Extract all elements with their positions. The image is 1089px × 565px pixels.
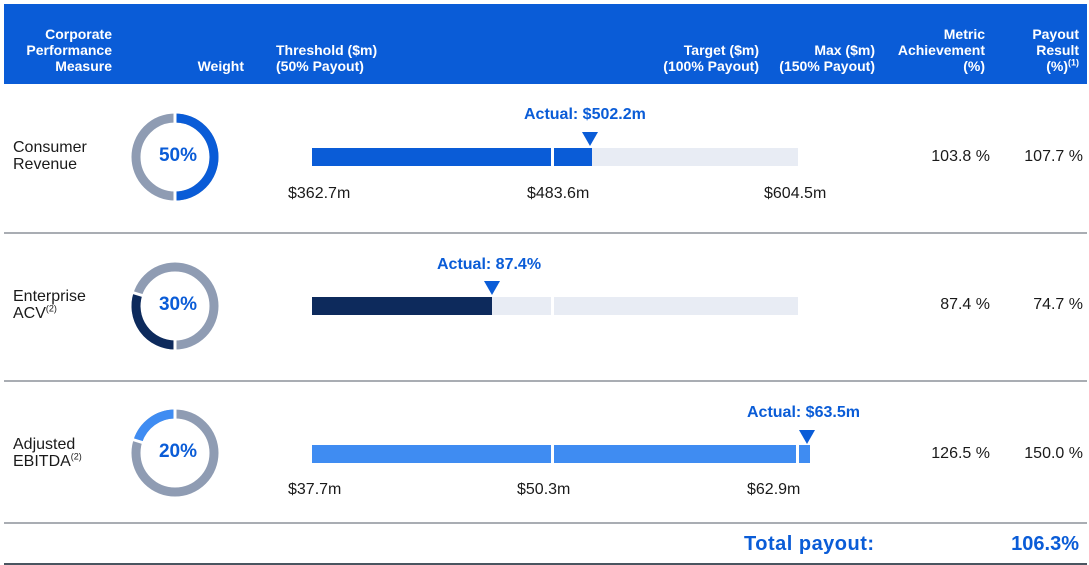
header-payout: Payout Result (%)(1) xyxy=(1032,26,1079,74)
achievement-consumer-revenue: 103.8 % xyxy=(931,148,990,165)
tick-max-consumer-revenue: $604.5m xyxy=(764,185,827,202)
max-divider xyxy=(796,445,799,463)
achievement-enterprise-acv: 87.4 % xyxy=(940,296,990,313)
payout-enterprise-acv: 74.7 % xyxy=(1033,296,1083,313)
actual-marker-consumer-revenue xyxy=(582,132,598,146)
weight-donut-adjusted-ebitda xyxy=(130,408,219,497)
table-header: Corporate Performance Measure Weight Thres… xyxy=(4,4,1087,84)
tick-max-adjusted-ebitda: $62.9m xyxy=(747,481,801,498)
bar-fill-actual xyxy=(312,148,592,166)
performance-bar-consumer-revenue xyxy=(312,148,798,166)
achievement-adjusted-ebitda: 126.5 % xyxy=(931,445,990,462)
bar-fill-actual xyxy=(312,445,810,463)
header-threshold: Threshold ($m) (50% Payout) xyxy=(276,42,378,74)
header-max: Max ($m) (150% Payout) xyxy=(779,42,875,74)
target-divider xyxy=(551,148,554,166)
actual-marker-adjusted-ebitda xyxy=(799,430,815,444)
tick-threshold-adjusted-ebitda: $37.7m xyxy=(288,481,342,498)
weight-label-adjusted-ebitda: 20% xyxy=(158,441,198,462)
measure-consumer-revenue: Consumer Revenue xyxy=(13,139,87,173)
bar-fill-actual xyxy=(312,297,492,315)
header-target: Target ($m) (100% Payout) xyxy=(663,42,759,74)
bottom-rule xyxy=(4,563,1087,565)
actual-label-adjusted-ebitda: Actual: $63.5m xyxy=(747,404,860,421)
total-payout-label: Total payout: xyxy=(744,533,875,555)
payout-adjusted-ebitda: 150.0 % xyxy=(1024,445,1083,462)
weight-label-consumer-revenue: 50% xyxy=(158,145,198,166)
header-weight: Weight xyxy=(197,58,244,74)
weight-donut-enterprise-acv xyxy=(130,262,219,351)
measure-adjusted-ebitda: Adjusted EBITDA(2) xyxy=(13,436,82,470)
row-divider xyxy=(4,380,1087,382)
header-measure: Corporate Performance Measure xyxy=(26,26,112,74)
weight-label-enterprise-acv: 30% xyxy=(158,294,198,315)
row-divider xyxy=(4,232,1087,234)
tick-threshold-consumer-revenue: $362.7m xyxy=(288,185,351,202)
target-divider xyxy=(551,297,554,315)
measure-enterprise-acv: Enterprise ACV(2) xyxy=(13,288,86,322)
actual-label-enterprise-acv: Actual: 87.4% xyxy=(437,256,542,273)
row-divider xyxy=(4,522,1087,524)
performance-bar-adjusted-ebitda xyxy=(312,445,810,463)
tick-target-consumer-revenue: $483.6m xyxy=(527,185,590,202)
actual-label-consumer-revenue: Actual: $502.2m xyxy=(524,106,646,123)
target-divider xyxy=(551,445,554,463)
payout-consumer-revenue: 107.7 % xyxy=(1024,148,1083,165)
tick-target-adjusted-ebitda: $50.3m xyxy=(517,481,571,498)
total-payout-value: 106.3% xyxy=(1011,533,1079,555)
performance-bar-enterprise-acv xyxy=(312,297,798,315)
weight-donut-consumer-revenue xyxy=(131,112,219,202)
actual-marker-enterprise-acv xyxy=(484,281,500,295)
header-achievement: Metric Achievement (%) xyxy=(897,26,985,74)
